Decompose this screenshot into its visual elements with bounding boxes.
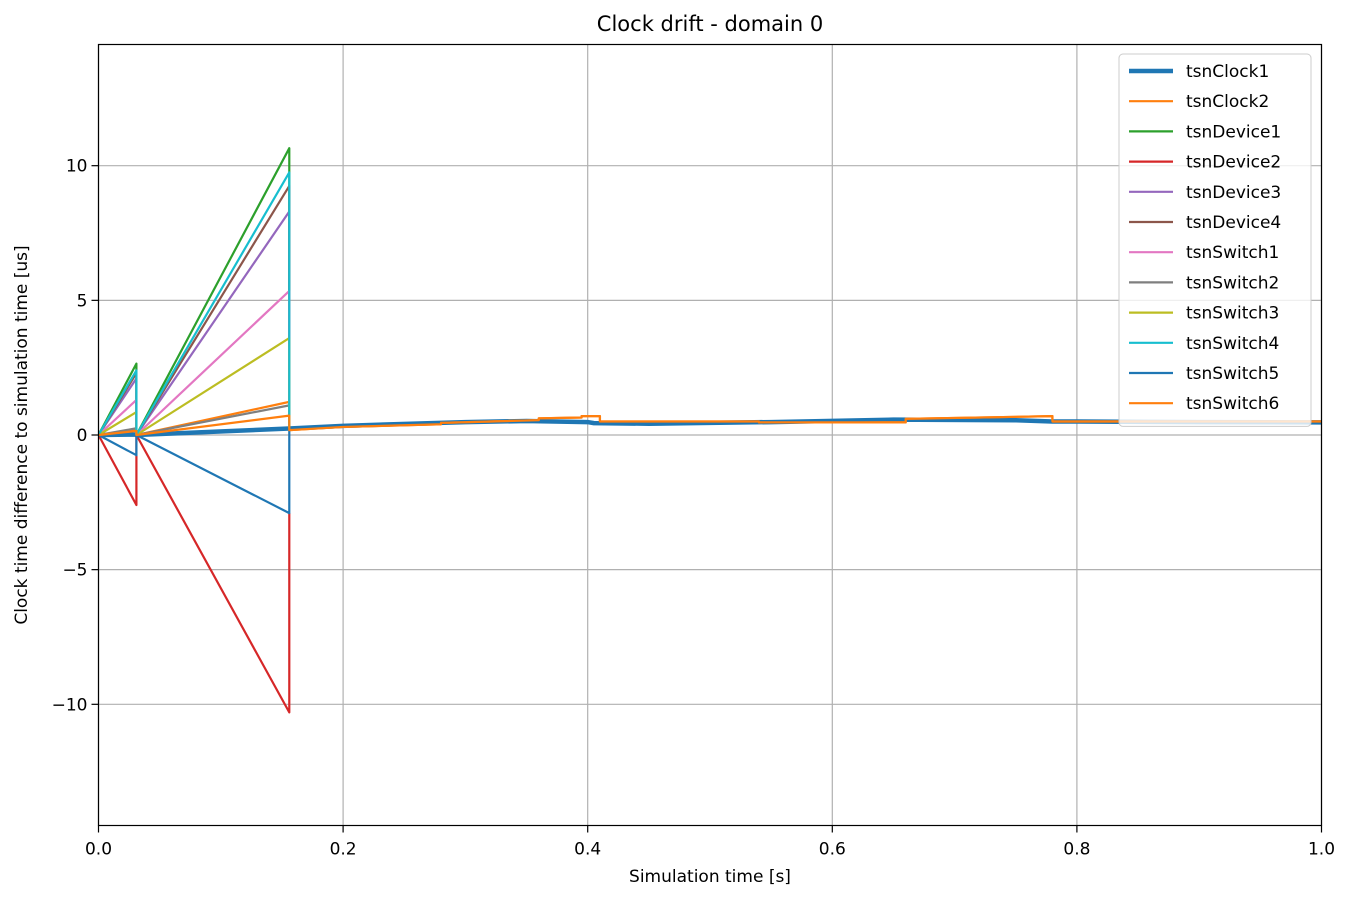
x-tick-label: 0.2 (330, 840, 357, 860)
chart-title: Clock drift - domain 0 (597, 12, 823, 36)
x-axis-label: Simulation time [s] (629, 867, 791, 887)
x-axis-ticks: 0.0 0.2 0.4 0.6 0.8 1.0 (85, 825, 1335, 860)
legend: tsnClock1 tsnClock2 tsnDevice1 tsnDevice2 ts… (1118, 53, 1312, 427)
legend-label: tsnDevice1 (1186, 122, 1281, 142)
legend-label: tsnSwitch2 (1186, 273, 1279, 293)
legend-label: tsnClock2 (1186, 92, 1269, 112)
x-tick-label: 0.0 (85, 840, 112, 860)
legend-label: tsnDevice2 (1186, 153, 1281, 173)
y-axis-label: Clock time difference to simulation time… (12, 245, 32, 624)
legend-label: tsnClock1 (1186, 62, 1269, 82)
legend-label: tsnSwitch4 (1186, 334, 1279, 354)
x-tick-label: 0.4 (574, 840, 601, 860)
x-tick-label: 1.0 (1308, 840, 1335, 860)
series-line-tsnSwitch6 (98, 414, 1322, 437)
y-tick-label: −5 (62, 561, 87, 581)
legend-box (1118, 53, 1312, 427)
legend-label: tsnDevice4 (1186, 213, 1281, 233)
y-axis-ticks: −10 −5 0 5 10 (52, 157, 99, 715)
y-tick-label: 5 (77, 291, 88, 311)
x-tick-label: 0.6 (819, 840, 846, 860)
y-tick-label: −10 (52, 695, 88, 715)
x-tick-label: 0.8 (1063, 840, 1090, 860)
grid (97, 44, 1323, 826)
y-tick-label: 0 (77, 426, 88, 446)
legend-label: tsnSwitch1 (1186, 243, 1279, 263)
plot-lines (98, 147, 1322, 714)
y-tick-label: 10 (66, 157, 88, 177)
legend-label: tsnSwitch6 (1186, 394, 1279, 414)
legend-label: tsnDevice3 (1186, 183, 1281, 203)
legend-label: tsnSwitch3 (1186, 304, 1279, 324)
legend-label: tsnSwitch5 (1186, 364, 1279, 384)
